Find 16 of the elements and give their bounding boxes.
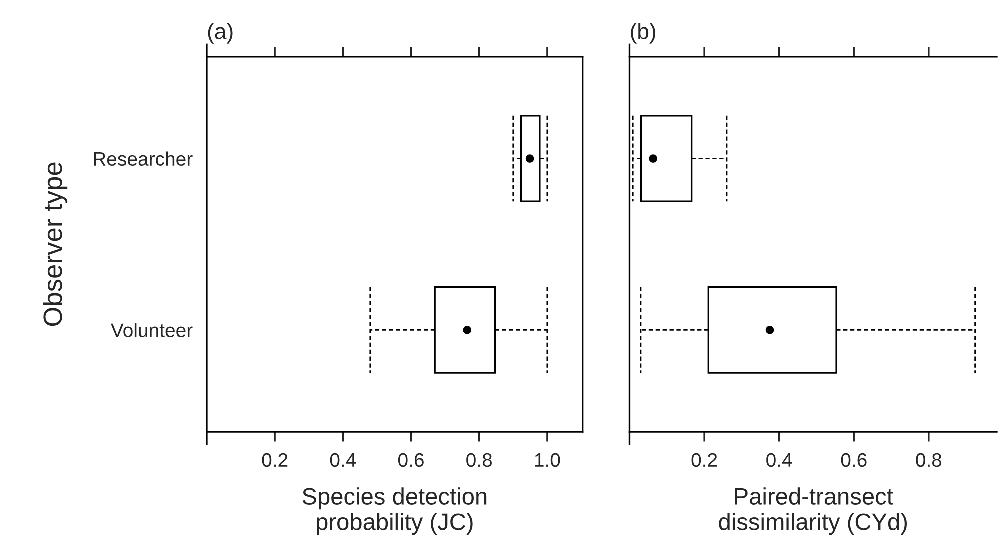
x-tick-label: 1.0 <box>535 453 560 468</box>
x-tick-label: 0.6 <box>398 453 424 468</box>
chart-title: (b) <box>631 23 656 44</box>
x-tick-label: 0.6 <box>841 453 867 468</box>
x-axis-title: Species detection probability (JC) <box>302 488 487 536</box>
x-tick-label: 0.4 <box>766 453 792 468</box>
y-tick-label: Researcher <box>94 152 193 166</box>
x-axis-title: Paired-transect dissimilarity (CYd) <box>719 488 908 536</box>
x-tick-label: 0.8 <box>916 453 942 468</box>
y-tick-label: Volunteer <box>111 323 193 338</box>
x-tick-label: 0.2 <box>692 453 718 468</box>
x-tick-label: 0.2 <box>262 453 288 468</box>
y-axis-title: Observer type <box>42 162 68 326</box>
x-tick-label: 0.4 <box>330 453 356 468</box>
chart-title: (a) <box>208 23 233 44</box>
x-tick-label: 0.8 <box>466 453 492 468</box>
